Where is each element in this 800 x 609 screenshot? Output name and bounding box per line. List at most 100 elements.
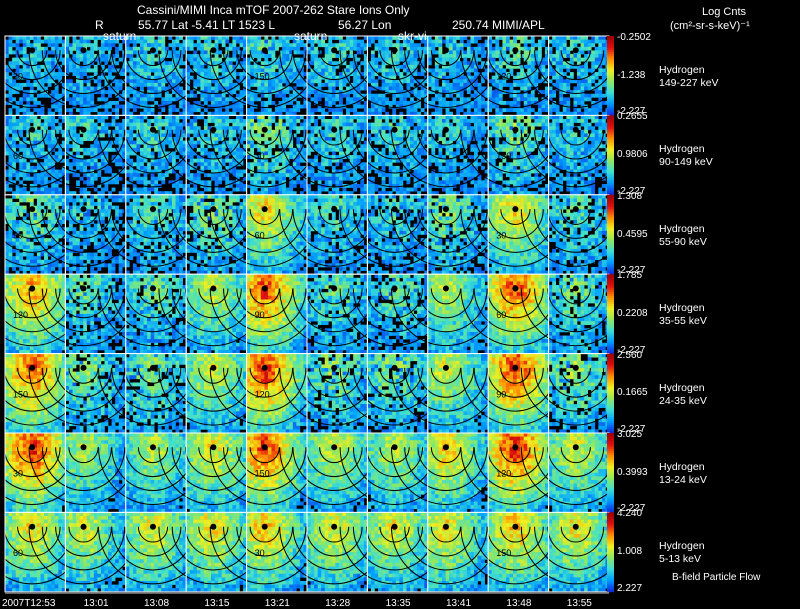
marker-saturn-2: saturn xyxy=(294,29,327,43)
marker-skr: skr-vi xyxy=(398,29,427,43)
energy-label: 13-24 keV xyxy=(659,474,707,487)
energy-label: 90-149 keV xyxy=(659,156,713,169)
contour-label: 150 xyxy=(496,548,511,558)
x-tick-label: 13:08 xyxy=(144,598,169,609)
contour-label: 150 xyxy=(13,389,28,399)
heatmap-panel xyxy=(339,353,450,434)
colorbar xyxy=(607,274,614,355)
energy-label: 55-90 keV xyxy=(659,236,707,249)
row-label: Hydrogen 24-35 keV xyxy=(659,382,707,408)
contour-label: 60 xyxy=(496,310,506,320)
colorbar-cmin-label: -2.227 xyxy=(617,424,645,435)
x-tick-label: 13:41 xyxy=(446,598,471,609)
contour-label: 60 xyxy=(13,151,23,161)
heatmap-panel xyxy=(339,274,450,354)
heatmap-panel xyxy=(209,353,320,434)
colorbar xyxy=(607,194,614,275)
contour-label: 120 xyxy=(496,72,511,82)
units-label: (cm²-sr-s-keV)⁻¹ xyxy=(670,19,750,32)
colorbar xyxy=(607,512,614,593)
species-label: Hydrogen xyxy=(659,461,707,474)
heatmap-panel xyxy=(520,512,631,593)
heatmap-panel xyxy=(339,512,450,593)
colorbar-cmid-label: 0.9806 xyxy=(617,149,648,160)
heatmap-panel xyxy=(279,194,390,275)
heatmap-panel xyxy=(0,512,88,593)
contour-label: 30 xyxy=(255,548,265,558)
heatmap-panel xyxy=(339,433,450,513)
colorbar-cmin-label: 2.227 xyxy=(617,583,642,594)
x-tick-label: 13:21 xyxy=(265,598,290,609)
heatmap-panel xyxy=(460,194,571,275)
colorbar-cmax-label: 3.025 xyxy=(617,429,642,440)
heatmap-panel xyxy=(28,194,139,275)
heatmap-panel xyxy=(28,512,139,593)
heatmap-panel xyxy=(460,433,571,513)
heatmap-panel xyxy=(0,353,88,434)
lon-label: 56.27 Lon xyxy=(338,18,391,32)
heatmap-panel xyxy=(97,512,208,593)
heatmap-panel xyxy=(0,36,88,116)
marker-saturn-1: saturn xyxy=(103,29,136,43)
heatmap-panel xyxy=(158,194,269,275)
energy-label: 5-13 keV xyxy=(659,553,705,566)
heatmap-panel xyxy=(279,274,390,354)
chart-title: Cassini/MIMI Inca mTOF 2007-262 Stare Io… xyxy=(137,3,410,17)
heatmap-panel xyxy=(339,115,450,196)
heatmap-panel xyxy=(520,115,631,196)
contour-label: 150 xyxy=(255,469,270,479)
heatmap-panel xyxy=(28,36,139,116)
colorbar-cmax-label: 2.560 xyxy=(617,350,642,361)
x-tick-label: 2007T12:53 xyxy=(2,598,55,609)
x-tick-label: 13:15 xyxy=(204,598,229,609)
contour-label: 120 xyxy=(496,469,511,479)
heatmap-panel xyxy=(28,115,139,196)
heatmap-panel xyxy=(520,433,631,513)
heatmap-panel xyxy=(279,353,390,434)
colorbar-cmin-label: -2.227 xyxy=(617,186,645,197)
heatmap-panel xyxy=(390,194,501,275)
colorbar xyxy=(607,36,614,116)
heatmap-panel xyxy=(0,433,88,513)
colorbar xyxy=(607,433,614,513)
heatmap-panel xyxy=(390,512,501,593)
heatmap-panel xyxy=(0,115,88,196)
colorbar xyxy=(607,115,614,196)
colorbar-cmid-label: 0.2208 xyxy=(617,308,648,319)
heatmap-panel xyxy=(97,194,208,275)
heatmap-panel xyxy=(158,36,269,116)
species-label: Hydrogen xyxy=(659,223,707,236)
colorbar-cmax-label: 1.308 xyxy=(617,191,642,202)
colorbar-cmid-label: -1.238 xyxy=(617,70,645,81)
contour-label: 30 xyxy=(13,469,23,479)
heatmap-panel xyxy=(390,115,501,196)
heatmap-panel xyxy=(209,512,320,593)
heatmap-panel xyxy=(0,194,88,275)
x-tick-label: 13:48 xyxy=(506,598,531,609)
colorbar-cmid-label: 0.4595 xyxy=(617,229,648,240)
colorbar-cmin-label: -2.227 xyxy=(617,106,645,117)
row-label: Hydrogen 13-24 keV xyxy=(659,461,707,487)
r-label: R xyxy=(95,18,104,32)
colorbar-cmax-label: 4.240 xyxy=(617,508,642,519)
contour-label: 90 xyxy=(255,310,265,320)
heatmap-panel xyxy=(209,274,320,354)
heatmap-panel xyxy=(390,274,501,354)
flow-legend: B-field Particle Flow xyxy=(672,572,760,583)
species-label: Hydrogen xyxy=(659,382,707,395)
row-label: Hydrogen 90-149 keV xyxy=(659,143,713,169)
lon2-label: 250.74 MIMI/APL xyxy=(452,18,545,32)
heatmap-panel xyxy=(97,115,208,196)
energy-label: 35-55 keV xyxy=(659,315,707,328)
colorbar-cmin-label: -2.227 xyxy=(617,503,645,514)
species-label: Hydrogen xyxy=(659,540,705,553)
row-label: Hydrogen 55-90 keV xyxy=(659,223,707,249)
heatmap-panel xyxy=(28,274,139,354)
contour-label: 150 xyxy=(496,151,511,161)
heatmap-panel xyxy=(460,512,571,593)
colorbar-cmax-label: 1.785 xyxy=(617,270,642,281)
heatmap-panel xyxy=(97,353,208,434)
colorbar-cmin-label: -2.227 xyxy=(617,345,645,356)
heatmap-panel xyxy=(279,36,390,116)
position-info: 55.77 Lat -5.41 LT 1523 L xyxy=(138,18,275,32)
